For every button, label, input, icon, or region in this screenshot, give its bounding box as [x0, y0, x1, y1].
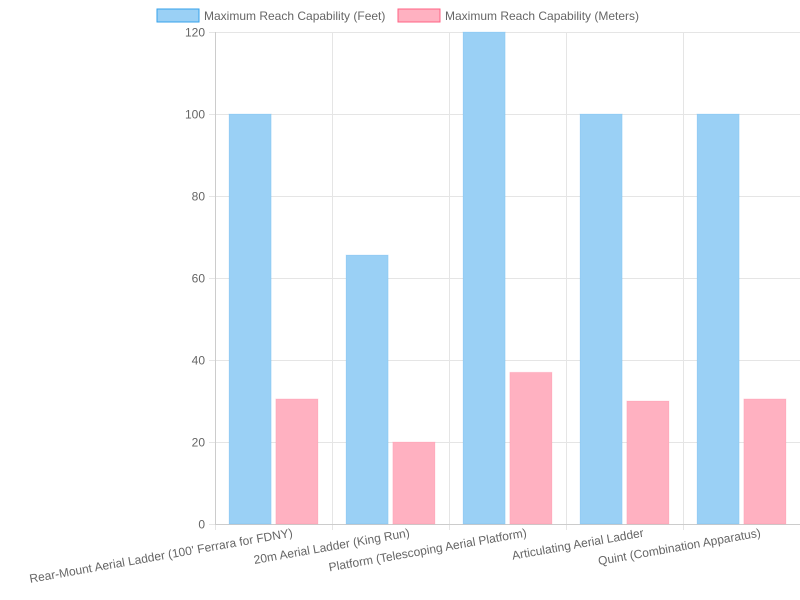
x-axis-ticks: Rear-Mount Aerial Ladder (100' Ferrara f…: [28, 526, 761, 586]
bar-feet-0[interactable]: [228, 113, 272, 525]
bar-meters-3[interactable]: [626, 400, 670, 525]
chart-bars: [228, 31, 787, 525]
y-tick-label: 120: [185, 26, 205, 40]
y-axis-ticks: 0 20 40 60 80 100 120: [185, 26, 215, 532]
x-tick-label: Platform (Telescoping Aerial Platform): [328, 526, 528, 575]
y-tick-label: 100: [185, 108, 205, 122]
chart-grid: [215, 32, 800, 530]
legend-label-meters: Maximum Reach Capability (Meters): [445, 9, 639, 23]
legend-item-feet[interactable]: Maximum Reach Capability (Feet): [156, 8, 385, 23]
y-tick-label: 60: [192, 272, 206, 286]
bar-meters-1[interactable]: [392, 441, 436, 525]
y-tick-label: 80: [192, 190, 206, 204]
legend-swatch-meters: [397, 8, 441, 23]
bar-feet-3[interactable]: [579, 113, 623, 525]
chart-legend: Maximum Reach Capability (Feet) Maximum …: [156, 8, 639, 23]
bar-feet-4[interactable]: [696, 113, 740, 525]
y-tick-label: 40: [192, 354, 206, 368]
bar-meters-0[interactable]: [275, 398, 319, 525]
bar-feet-1[interactable]: [345, 254, 389, 525]
bar-meters-2[interactable]: [509, 371, 553, 525]
legend-label-feet: Maximum Reach Capability (Feet): [204, 9, 385, 23]
y-tick-label: 0: [198, 518, 205, 532]
bar-feet-2[interactable]: [462, 31, 506, 525]
y-tick-label: 20: [192, 436, 206, 450]
legend-swatch-feet: [156, 8, 200, 23]
bar-meters-4[interactable]: [743, 398, 787, 525]
legend-item-meters[interactable]: Maximum Reach Capability (Meters): [397, 8, 639, 23]
